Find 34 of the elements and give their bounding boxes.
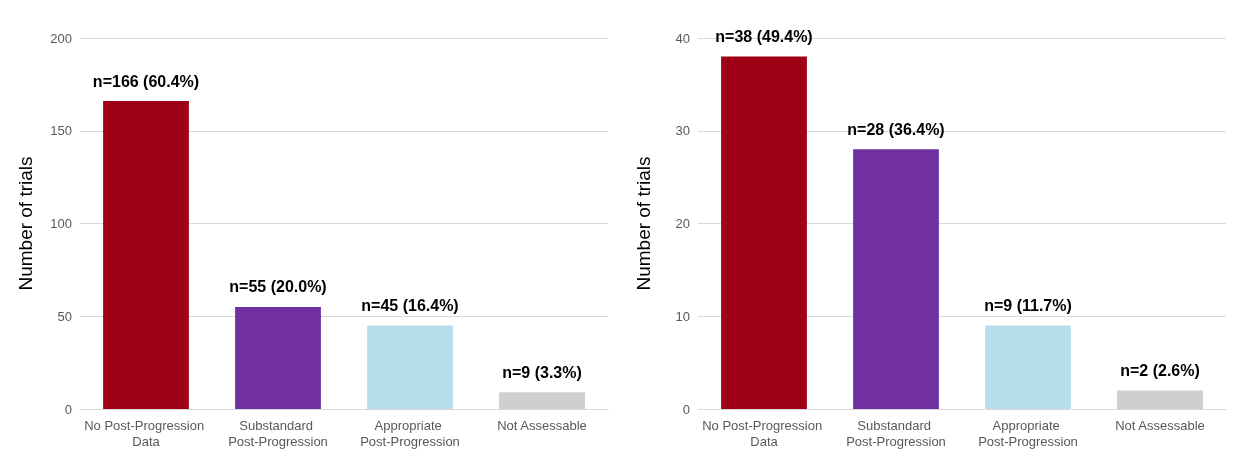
- bar: [853, 149, 939, 409]
- y-axis-title: Number of trials: [633, 156, 654, 291]
- bar: [103, 101, 189, 409]
- y-tick-label: 20: [675, 216, 690, 231]
- bar: [235, 306, 321, 409]
- y-tick-label: 150: [50, 123, 72, 139]
- data-label: n=2 (2.6%): [1120, 361, 1200, 379]
- bar: [985, 325, 1071, 409]
- bar: [367, 325, 453, 409]
- y-tick-label: 100: [50, 216, 72, 231]
- x-tick-label: Not Assessable: [497, 417, 587, 433]
- y-tick-label: 50: [57, 308, 72, 324]
- x-tick-label: No Post-Progression Data: [702, 417, 826, 449]
- data-label: n=38 (49.4%): [715, 28, 813, 46]
- data-label: n=28 (36.4%): [847, 120, 945, 138]
- data-label: n=55 (20.0%): [229, 278, 327, 296]
- x-tick-label: Not Assessable: [1115, 417, 1205, 433]
- x-tick-label: Substandard Post-Progression: [228, 417, 328, 449]
- y-tick-label: 0: [682, 401, 690, 417]
- data-label: n=9 (3.3%): [502, 363, 582, 381]
- y-tick-label: 0: [64, 401, 72, 417]
- x-tick-label: Substandard Post-Progression: [846, 417, 946, 449]
- y-axis-title: Number of trials: [15, 156, 36, 291]
- y-tick-label: 40: [675, 30, 690, 46]
- y-tick-label: 10: [675, 308, 690, 324]
- bar: [721, 56, 807, 409]
- x-tick-label: No Post-Progression Data: [84, 417, 208, 449]
- x-tick-label: Appropriate Post-Progression: [360, 417, 460, 449]
- data-label: n=45 (16.4%): [361, 297, 459, 315]
- x-tick-label: Appropriate Post-Progression: [978, 417, 1078, 449]
- data-label: n=166 (60.4%): [92, 72, 200, 90]
- y-tick-label: 200: [50, 30, 72, 46]
- y-tick-label: 30: [675, 123, 690, 139]
- data-label: n=9 (11.7%): [984, 297, 1072, 315]
